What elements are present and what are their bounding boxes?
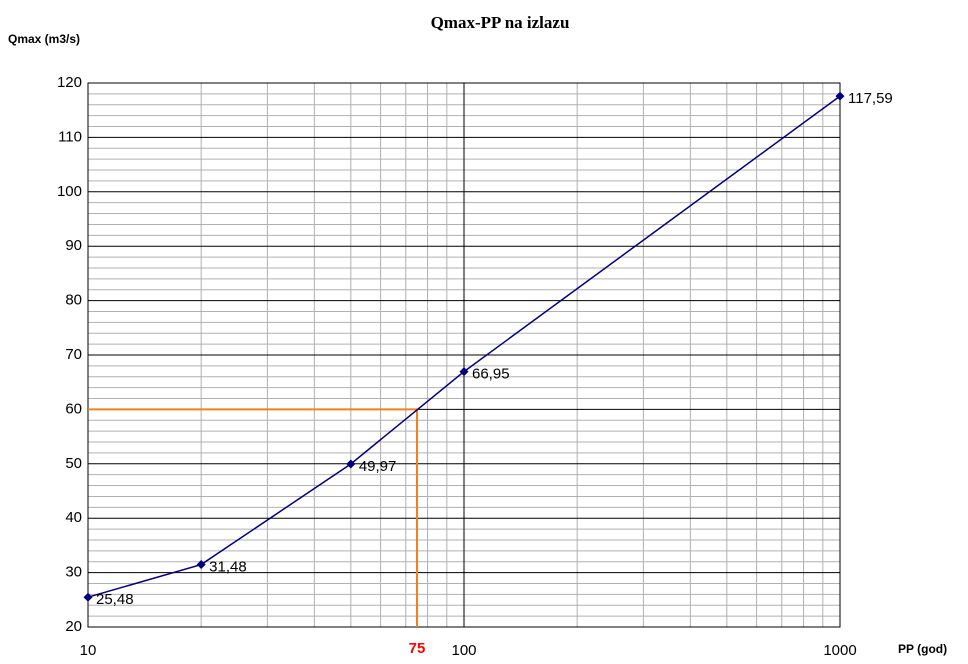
data-label: 31,48 [209, 559, 247, 576]
point-marker [196, 560, 206, 570]
y-tick-label: 110 [58, 128, 82, 145]
chart-title: Qmax-PP na izlazu [431, 13, 570, 32]
y-tick-label: 40 [65, 509, 82, 526]
point-marker [346, 459, 356, 469]
point-marker [459, 367, 469, 377]
point-marker [835, 91, 845, 101]
y-tick-label: 50 [65, 455, 82, 472]
data-label: 66,95 [472, 366, 510, 383]
plot-border [87, 82, 841, 628]
data-label: 25,48 [96, 591, 134, 608]
y-tick-label: 90 [65, 237, 82, 254]
reference-label: 75 [409, 640, 426, 657]
y-tick-label: 70 [65, 346, 82, 363]
x-tick-label: 10 [80, 642, 97, 659]
x-tick-label: 100 [451, 642, 476, 659]
y-tick-label: 30 [65, 564, 82, 581]
data-label: 117,59 [848, 90, 893, 107]
y-tick-label: 60 [65, 400, 82, 417]
y-tick-label: 20 [65, 618, 82, 635]
y-tick-label: 120 [57, 74, 82, 91]
data-label: 49,97 [359, 458, 397, 475]
x-tick-label: 1000 [823, 642, 856, 659]
y-axis-label: Qmax (m3/s) [8, 32, 80, 46]
x-axis-label: PP (god) [898, 642, 947, 656]
y-tick-label: 80 [65, 292, 82, 309]
y-tick-label: 100 [57, 183, 82, 200]
point-marker [83, 592, 93, 602]
